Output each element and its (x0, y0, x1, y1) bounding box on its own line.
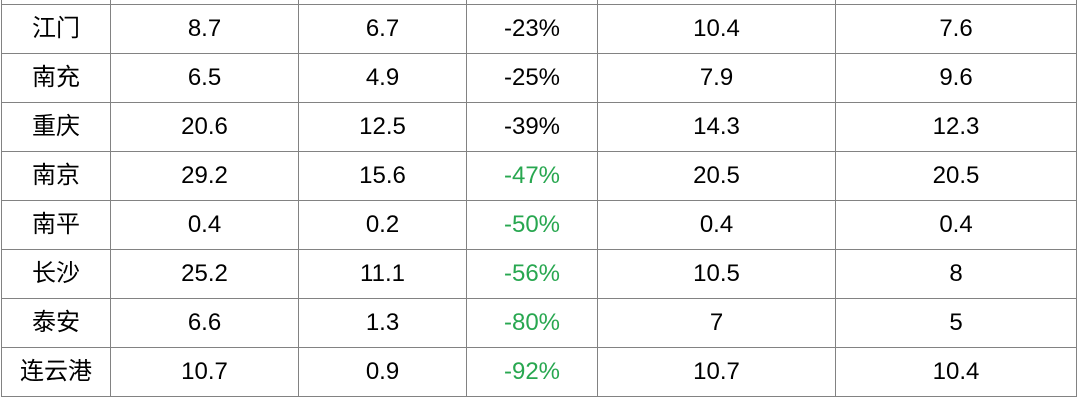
table-row: 泰安 6.6 1.3 -80% 7 5 (1, 297, 1077, 348)
city-cell: 南平 (1, 199, 111, 250)
table-row: 南充 6.5 4.9 -25% 7.9 9.6 (1, 52, 1077, 103)
table-row: 江门 8.7 6.7 -23% 10.4 7.6 (1, 3, 1077, 54)
value-cell: 12.3 (835, 101, 1077, 152)
value-cell: 5 (835, 297, 1077, 348)
table-row: 长沙 25.2 11.1 -56% 10.5 8 (1, 248, 1077, 299)
value-cell: 10.5 (597, 248, 836, 299)
value-cell: 4.9 (298, 52, 467, 103)
value-cell: 25.2 (110, 248, 299, 299)
data-table: 江门 8.7 6.7 -23% 10.4 7.6 南充 6.5 4.9 -25% 7.9 9.6 重庆 2… (1, 0, 1077, 397)
value-cell: 20.6 (110, 101, 299, 152)
percent-cell: -23% (466, 3, 598, 54)
value-cell: 8 (835, 248, 1077, 299)
table-row: 南平 0.4 0.2 -50% 0.4 0.4 (1, 199, 1077, 250)
value-cell: 29.2 (110, 150, 299, 201)
value-cell: 6.6 (110, 297, 299, 348)
percent-cell: -39% (466, 101, 598, 152)
value-cell: 14.3 (597, 101, 836, 152)
value-cell: 0.4 (597, 199, 836, 250)
percent-cell: -80% (466, 297, 598, 348)
value-cell: 6.7 (298, 3, 467, 54)
value-cell: 0.4 (110, 199, 299, 250)
city-cell: 江门 (1, 3, 111, 54)
city-cell: 泰安 (1, 297, 111, 348)
value-cell: 7.9 (597, 52, 836, 103)
value-cell: 0.4 (835, 199, 1077, 250)
value-cell: 0.9 (298, 346, 467, 397)
city-cell: 重庆 (1, 101, 111, 152)
city-cell: 南充 (1, 52, 111, 103)
value-cell: 7 (597, 297, 836, 348)
value-cell: 0.2 (298, 199, 467, 250)
value-cell: 12.5 (298, 101, 467, 152)
value-cell: 9.6 (835, 52, 1077, 103)
value-cell: 1.3 (298, 297, 467, 348)
value-cell: 15.6 (298, 150, 467, 201)
city-cell: 长沙 (1, 248, 111, 299)
value-cell: 10.7 (597, 346, 836, 397)
table-body: 江门 8.7 6.7 -23% 10.4 7.6 南充 6.5 4.9 -25% 7.9 9.6 重庆 2… (1, 0, 1077, 397)
table-row: 南京 29.2 15.6 -47% 20.5 20.5 (1, 150, 1077, 201)
city-cell: 南京 (1, 150, 111, 201)
value-cell: 10.4 (835, 346, 1077, 397)
value-cell: 10.7 (110, 346, 299, 397)
table-row: 连云港 10.7 0.9 -92% 10.7 10.4 (1, 346, 1077, 397)
value-cell: 20.5 (597, 150, 836, 201)
value-cell: 8.7 (110, 3, 299, 54)
value-cell: 20.5 (835, 150, 1077, 201)
percent-cell: -50% (466, 199, 598, 250)
value-cell: 11.1 (298, 248, 467, 299)
value-cell: 6.5 (110, 52, 299, 103)
percent-cell: -47% (466, 150, 598, 201)
percent-cell: -25% (466, 52, 598, 103)
percent-cell: -92% (466, 346, 598, 397)
percent-cell: -56% (466, 248, 598, 299)
table-row: 重庆 20.6 12.5 -39% 14.3 12.3 (1, 101, 1077, 152)
value-cell: 10.4 (597, 3, 836, 54)
value-cell: 7.6 (835, 3, 1077, 54)
city-cell: 连云港 (1, 346, 111, 397)
